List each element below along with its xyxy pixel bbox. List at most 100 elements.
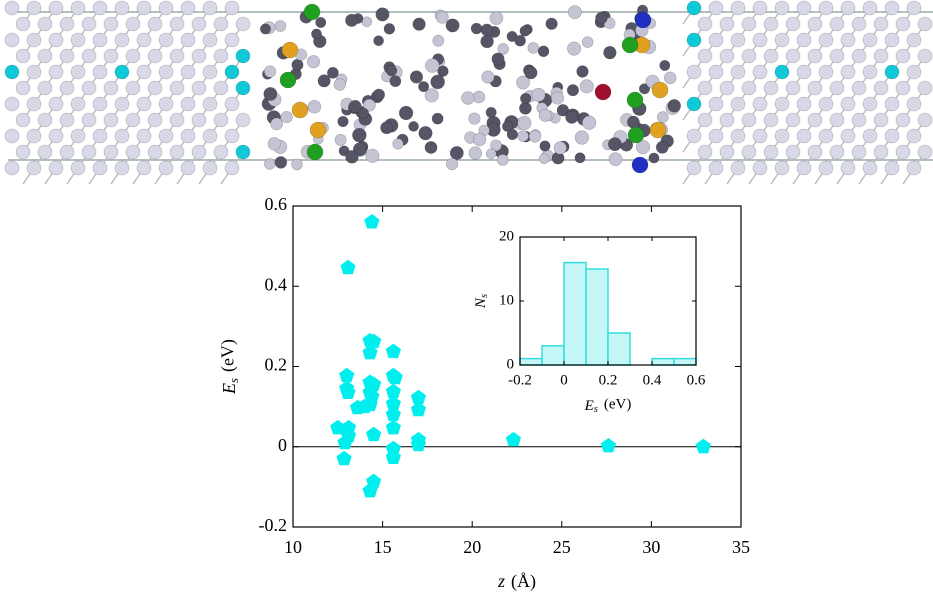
atom [137,33,151,47]
atom [126,113,140,127]
atom [137,161,151,175]
atom [896,113,910,127]
atom [775,129,789,143]
atom [753,65,767,79]
y-tick-label: 0.6 [265,194,288,214]
atom [830,81,844,95]
atom [115,161,129,175]
atom [841,1,855,15]
atom [595,84,611,100]
atom [507,129,518,140]
atom [419,126,433,140]
atom [753,1,767,15]
atom [192,49,206,63]
atom [104,145,118,159]
y-tick-label: 0.2 [265,355,288,375]
point [364,214,379,228]
atom [731,97,745,111]
atom [885,1,899,15]
atom [830,17,844,31]
atom [567,42,580,55]
atom [764,17,778,31]
atom [808,145,822,159]
x-tick-label: 30 [642,537,660,557]
atom [492,53,504,65]
atom [148,81,162,95]
atom [159,97,173,111]
atom [668,99,681,112]
atom [60,145,74,159]
atom [687,97,701,111]
bar [674,359,696,365]
atom [292,59,303,70]
atom [753,161,767,175]
atom [863,1,877,15]
atom [753,33,767,47]
atom [104,17,118,31]
atom [481,24,493,36]
atom [595,12,607,24]
atom [808,49,822,63]
atom [410,71,423,84]
atom [580,80,593,93]
atom [225,65,239,79]
bar [542,346,564,365]
x-tick-label: -0.2 [508,372,532,388]
atom [471,23,482,34]
atom [808,113,822,127]
atom [907,1,921,15]
point [340,260,355,274]
atom [181,161,195,175]
axis-label: Es(eV) [584,397,632,415]
atom [49,33,63,47]
atom [5,33,19,47]
atom [260,24,270,34]
atom [473,133,486,146]
atom [575,153,585,163]
atom [214,113,228,127]
atom [71,1,85,15]
atom [687,161,701,175]
atom [627,116,639,128]
point [366,427,381,441]
atom [148,113,162,127]
atom [291,159,302,170]
atom [720,113,734,127]
atom [490,12,503,25]
atom [214,49,228,63]
y-tick-label: 0 [507,356,515,372]
x-tick-label: 0.4 [643,372,662,388]
atom [698,81,712,95]
atom [698,145,712,159]
x-tick-label: 15 [374,537,392,557]
point [339,368,354,382]
atom [575,131,589,145]
atom [393,139,404,150]
atom [71,33,85,47]
atom [720,17,734,31]
atom [311,29,321,39]
atom [203,33,217,47]
atom [16,49,30,63]
atom [203,161,217,175]
atom [399,106,413,120]
atom [885,65,899,79]
atom [775,97,789,111]
atom [104,49,118,63]
atom [753,97,767,111]
x-tick-label: 35 [732,537,750,557]
atom [38,145,52,159]
point [506,432,521,446]
atom [753,129,767,143]
atom [841,65,855,79]
atom [49,1,63,15]
atom [786,113,800,127]
atom [170,81,184,95]
atom [731,1,745,15]
atom [720,49,734,63]
x-tick-label: 0.2 [599,372,618,388]
atom [93,33,107,47]
axis-label-part: s [594,405,598,416]
atom [582,37,593,48]
atom [82,113,96,127]
